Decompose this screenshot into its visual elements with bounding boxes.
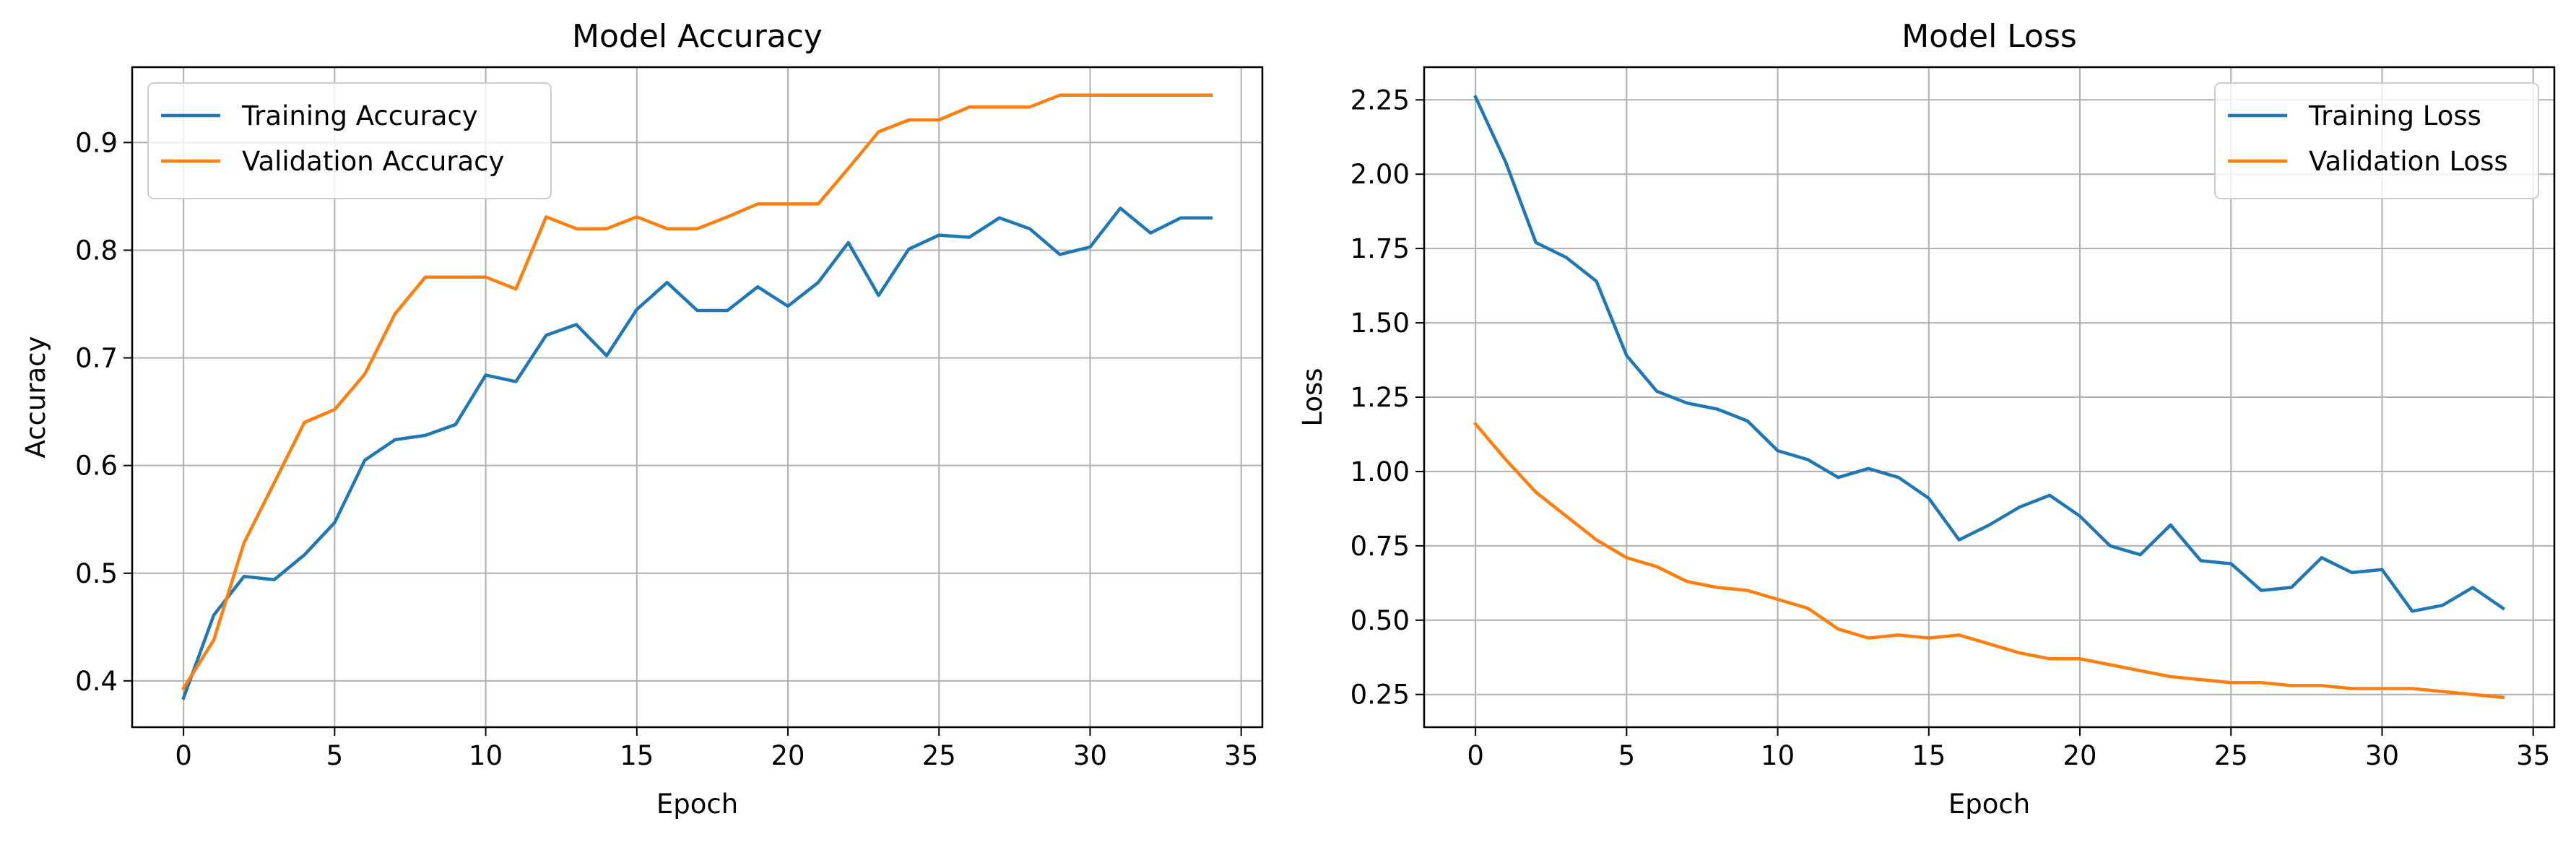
x-tick-label: 30 (1073, 740, 1107, 771)
legend: Training Loss Validation Loss (2214, 82, 2539, 199)
y-tick-label: 0.50 (1350, 605, 1410, 636)
y-tick-label: 2.25 (1350, 84, 1410, 116)
y-tick-label: 0.5 (75, 558, 118, 589)
legend-label: Training Loss (2308, 100, 2481, 131)
x-tick-label: 15 (620, 740, 654, 771)
y-tick-label: 0.6 (75, 451, 118, 482)
chart-panel-2: 0 5 10 15 20 25 30 35 0.25 0.50 0.75 1.00 1.25 1.50 1.… (1297, 18, 2556, 820)
axes-frame (131, 66, 1264, 729)
x-tick-label: 20 (771, 740, 805, 771)
legend: Training Accuracy Validation Accuracy (147, 82, 552, 199)
y-tick-label: 0.25 (1350, 680, 1410, 711)
y-tick-label: 0.8 (75, 235, 118, 266)
series-line-validation-loss (1473, 421, 2505, 700)
chart-title: Model Accuracy (572, 18, 823, 55)
x-tick-label: 20 (2063, 740, 2096, 771)
x-tick-label: 10 (469, 740, 503, 771)
legend-label: Validation Loss (2309, 146, 2508, 177)
x-axis-ticks: 0 5 10 15 20 25 30 35 (175, 727, 1258, 771)
legend-box (2214, 82, 2539, 199)
x-axis-label: Epoch (1948, 789, 2030, 820)
y-tick-label: 1.50 (1350, 308, 1410, 339)
x-tick-label: 15 (1912, 740, 1946, 771)
series-line-training-loss (1473, 95, 2506, 613)
y-axis-ticks: 0.4 0.5 0.6 0.7 0.8 0.9 (75, 127, 132, 697)
y-tick-label: 1.25 (1350, 382, 1410, 413)
y-axis-label: Loss (1297, 368, 1328, 426)
series-lines (181, 93, 1213, 700)
x-tick-label: 5 (1618, 740, 1636, 771)
y-tick-label: 0.4 (75, 666, 118, 697)
x-tick-label: 0 (175, 740, 192, 771)
series-lines (1473, 95, 2506, 700)
x-tick-label: 35 (2516, 740, 2550, 771)
legend-label: Validation Accuracy (242, 146, 504, 177)
x-tick-label: 5 (326, 740, 344, 771)
x-tick-label: 25 (922, 740, 956, 771)
x-tick-label: 25 (2214, 740, 2248, 771)
series-line-training-accuracy (181, 207, 1213, 700)
legend-label: Training Accuracy (241, 100, 478, 131)
y-tick-label: 0.75 (1350, 531, 1410, 562)
chart-title: Model Loss (1901, 18, 2077, 55)
x-tick-label: 0 (1467, 740, 1484, 771)
y-axis-label: Accuracy (20, 337, 51, 459)
x-tick-label: 10 (1761, 740, 1795, 771)
x-axis-label: Epoch (656, 789, 738, 820)
y-tick-label: 1.00 (1350, 456, 1410, 487)
y-tick-label: 2.00 (1350, 159, 1410, 190)
legend-box (147, 82, 552, 199)
y-tick-label: 1.75 (1350, 233, 1410, 264)
y-axis-ticks: 0.25 0.50 0.75 1.00 1.25 1.50 1.75 2.00 2.25 (1350, 84, 1424, 711)
x-tick-label: 35 (1224, 740, 1258, 771)
series-line-validation-accuracy (181, 93, 1213, 691)
x-axis-ticks: 0 5 10 15 20 25 30 35 (1467, 727, 2550, 771)
y-tick-label: 0.9 (75, 127, 118, 158)
y-tick-label: 0.7 (75, 343, 118, 374)
chart-panel-1: 0 5 10 15 20 25 30 35 0.4 0.5 0.6 0.7 0.8 0.9 Model Ac… (20, 18, 1264, 820)
x-tick-label: 30 (2365, 740, 2399, 771)
